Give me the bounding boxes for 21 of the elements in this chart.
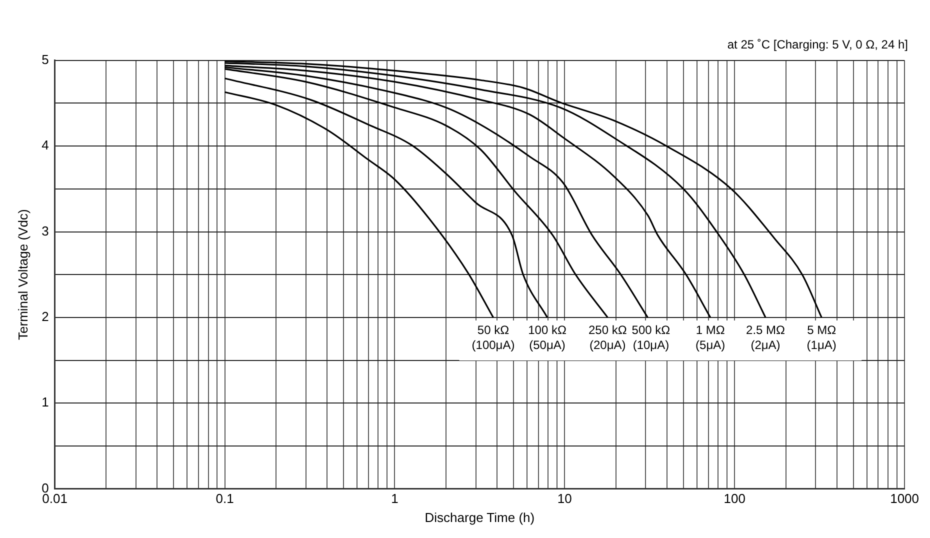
- x-tick-label: 0.1: [216, 491, 234, 506]
- series-label: 5 MΩ (1μA): [806, 322, 836, 352]
- y-axis-title: Terminal Voltage (Vdc): [15, 209, 30, 340]
- y-tick-label: 1: [42, 394, 49, 410]
- series-label: 250 kΩ (20μA): [588, 322, 627, 352]
- y-tick-label: 2: [42, 309, 49, 324]
- y-tick-label: 0: [42, 480, 49, 496]
- y-tick-label: 5: [42, 52, 49, 67]
- series-label: 500 kΩ (10μA): [632, 322, 670, 352]
- series-label: 100 kΩ (50μA): [528, 322, 566, 352]
- y-tick-label: 3: [42, 223, 49, 238]
- series-label: 1 MΩ (5μA): [696, 322, 726, 352]
- series-label: 50 kΩ (100μA): [472, 322, 515, 352]
- series-label: 2.5 MΩ (2μA): [746, 322, 786, 352]
- y-tick-label: 4: [42, 138, 49, 153]
- x-tick-label: 100: [724, 491, 746, 506]
- x-tick-label: 1: [391, 491, 398, 506]
- x-tick-label: 1000: [890, 491, 919, 506]
- x-tick-label: 10: [557, 491, 572, 506]
- x-axis-title: Discharge Time (h): [424, 510, 535, 525]
- text: at 25 ˚C [Charging: 5 V, 0 Ω, 24 h]: [727, 38, 908, 52]
